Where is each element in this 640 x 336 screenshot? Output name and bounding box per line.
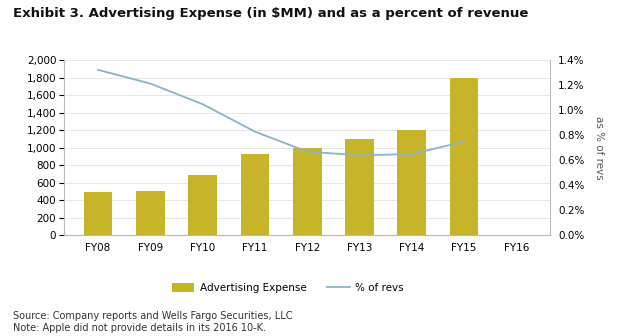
Bar	[293, 148, 321, 235]
Text: Source: Company reports and Wells Fargo Securities, LLC
Note: Apple did not prov: Source: Company reports and Wells Fargo …	[13, 311, 292, 333]
Bar	[397, 130, 426, 235]
Bar	[450, 78, 479, 235]
Legend: Advertising Expense, % of revs: Advertising Expense, % of revs	[167, 279, 408, 297]
Y-axis label: as % of revs: as % of revs	[594, 116, 604, 180]
Bar	[345, 139, 374, 235]
Bar	[241, 154, 269, 235]
Bar	[188, 175, 217, 235]
Bar	[136, 192, 164, 235]
Text: Exhibit 3. Advertising Expense (in $MM) and as a percent of revenue: Exhibit 3. Advertising Expense (in $MM) …	[13, 7, 528, 20]
Bar	[84, 193, 113, 235]
